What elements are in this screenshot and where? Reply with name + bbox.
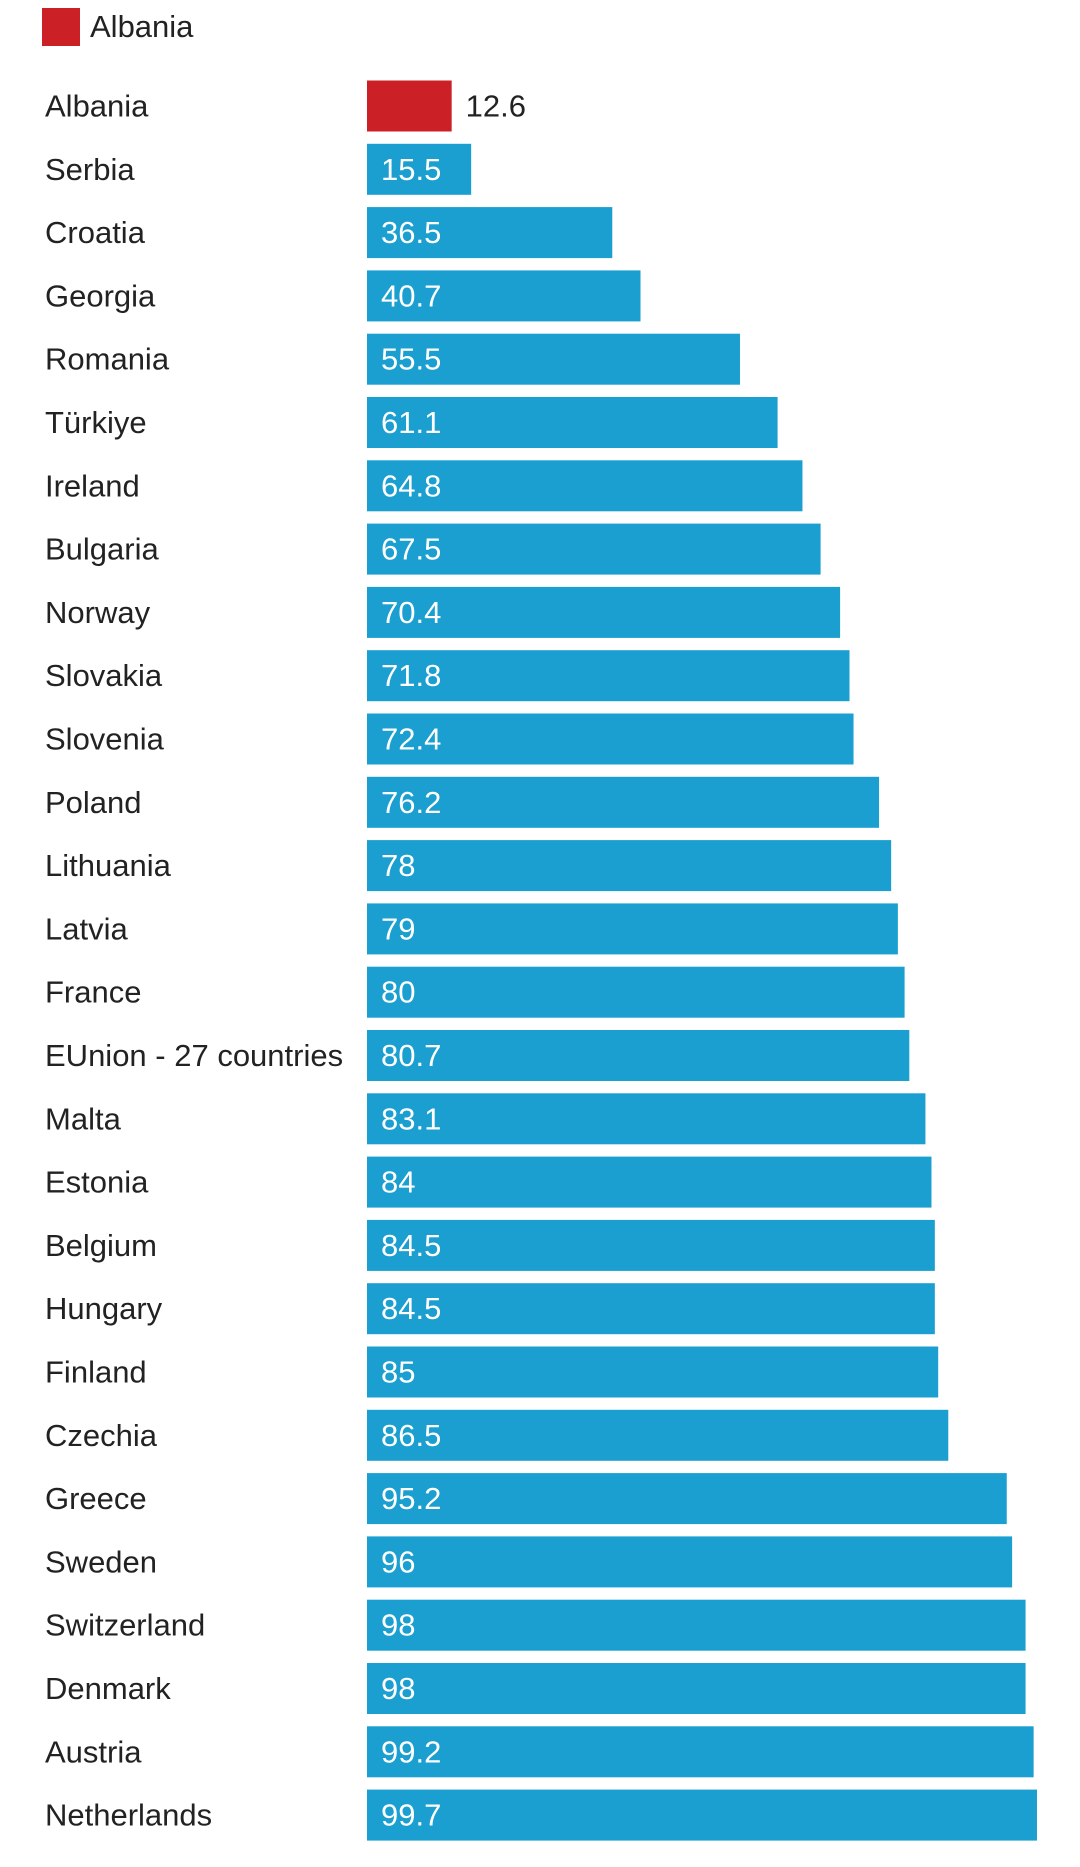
value-label-france: 80 [381,975,415,1010]
value-label-ireland: 64.8 [381,468,441,503]
bar-croatia [367,207,613,259]
value-label-bulgaria: 67.5 [381,532,441,567]
category-label-poland: Poland [45,785,142,820]
bar-czechia [367,1409,949,1461]
category-label-belgium: Belgium [45,1228,157,1263]
category-label-t-rkiye: Türkiye [45,405,147,440]
bar-bulgaria [367,523,821,575]
value-label-malta: 83.1 [381,1101,441,1136]
category-label-netherlands: Netherlands [45,1798,212,1833]
category-label-malta: Malta [45,1101,122,1136]
category-label-sweden: Sweden [45,1544,157,1579]
bar-sweden [367,1536,1013,1588]
value-label-estonia: 84 [381,1165,415,1200]
category-label-denmark: Denmark [45,1671,171,1706]
bar-malta [367,1093,926,1145]
bar-t-rkiye [367,397,778,448]
category-label-albania: Albania [45,89,149,124]
value-label-netherlands: 99.7 [381,1798,441,1833]
category-label-france: France [45,975,141,1010]
bar-hungary [367,1283,935,1335]
category-label-ireland: Ireland [45,468,140,503]
legend: Albania [42,8,193,46]
value-label-poland: 76.2 [381,785,441,820]
category-label-finland: Finland [45,1355,147,1390]
value-label-austria: 99.2 [381,1734,441,1769]
value-label-sweden: 96 [381,1544,415,1579]
category-label-slovenia: Slovenia [45,722,165,757]
bar-poland [367,776,880,828]
category-label-serbia: Serbia [45,152,135,187]
category-label-bulgaria: Bulgaria [45,532,159,567]
category-label-latvia: Latvia [45,911,128,946]
bar-lithuania [367,840,892,892]
category-label-croatia: Croatia [45,215,146,250]
category-label-georgia: Georgia [45,278,156,313]
value-label-belgium: 84.5 [381,1228,441,1263]
legend-label-albania: Albania [90,9,194,44]
value-label-finland: 85 [381,1355,415,1390]
category-label-lithuania: Lithuania [45,848,172,883]
bar-denmark [367,1663,1026,1714]
legend-swatch-albania [42,8,80,46]
value-label-t-rkiye: 61.1 [381,405,441,440]
category-label-austria: Austria [45,1734,142,1769]
category-label-slovakia: Slovakia [45,658,163,693]
category-label-norway: Norway [45,595,151,630]
value-label-romania: 55.5 [381,342,441,377]
category-label-romania: Romania [45,342,170,377]
bar-norway [367,586,841,638]
category-label-hungary: Hungary [45,1291,163,1326]
bar-switzerland [367,1599,1026,1651]
bar-belgium [367,1219,935,1271]
value-label-hungary: 84.5 [381,1291,441,1326]
category-label-eunion-27-countries: EUnion - 27 countries [45,1038,343,1073]
bar-latvia [367,903,898,955]
bar-serbia [367,143,472,195]
category-label-estonia: Estonia [45,1165,149,1200]
bar-slovakia [367,650,850,702]
bar-romania [367,333,740,385]
bar-finland [367,1346,939,1398]
bar-ireland [367,460,803,512]
value-label-slovenia: 72.4 [381,722,441,757]
value-label-latvia: 79 [381,911,415,946]
value-label-albania: 12.6 [466,89,526,124]
bar-estonia [367,1156,932,1208]
value-label-denmark: 98 [381,1671,415,1706]
value-label-norway: 70.4 [381,595,441,630]
bar-austria [367,1726,1034,1778]
bar-france [367,966,905,1018]
value-label-czechia: 86.5 [381,1418,441,1453]
category-label-czechia: Czechia [45,1418,158,1453]
bar-eunion-27-countries [367,1030,910,1081]
value-label-georgia: 40.7 [381,278,441,313]
bar-netherlands [367,1789,1037,1841]
bar-albania [367,80,452,132]
value-label-lithuania: 78 [381,848,415,883]
category-label-greece: Greece [45,1481,147,1516]
bar-georgia [367,270,641,322]
bar-slovenia [367,713,854,765]
bar-greece [367,1473,1007,1525]
value-label-eunion-27-countries: 80.7 [381,1038,441,1073]
value-label-slovakia: 71.8 [381,658,441,693]
category-label-switzerland: Switzerland [45,1608,205,1643]
value-label-greece: 95.2 [381,1481,441,1516]
value-label-croatia: 36.5 [381,215,441,250]
value-label-serbia: 15.5 [381,152,441,187]
value-label-switzerland: 98 [381,1608,415,1643]
